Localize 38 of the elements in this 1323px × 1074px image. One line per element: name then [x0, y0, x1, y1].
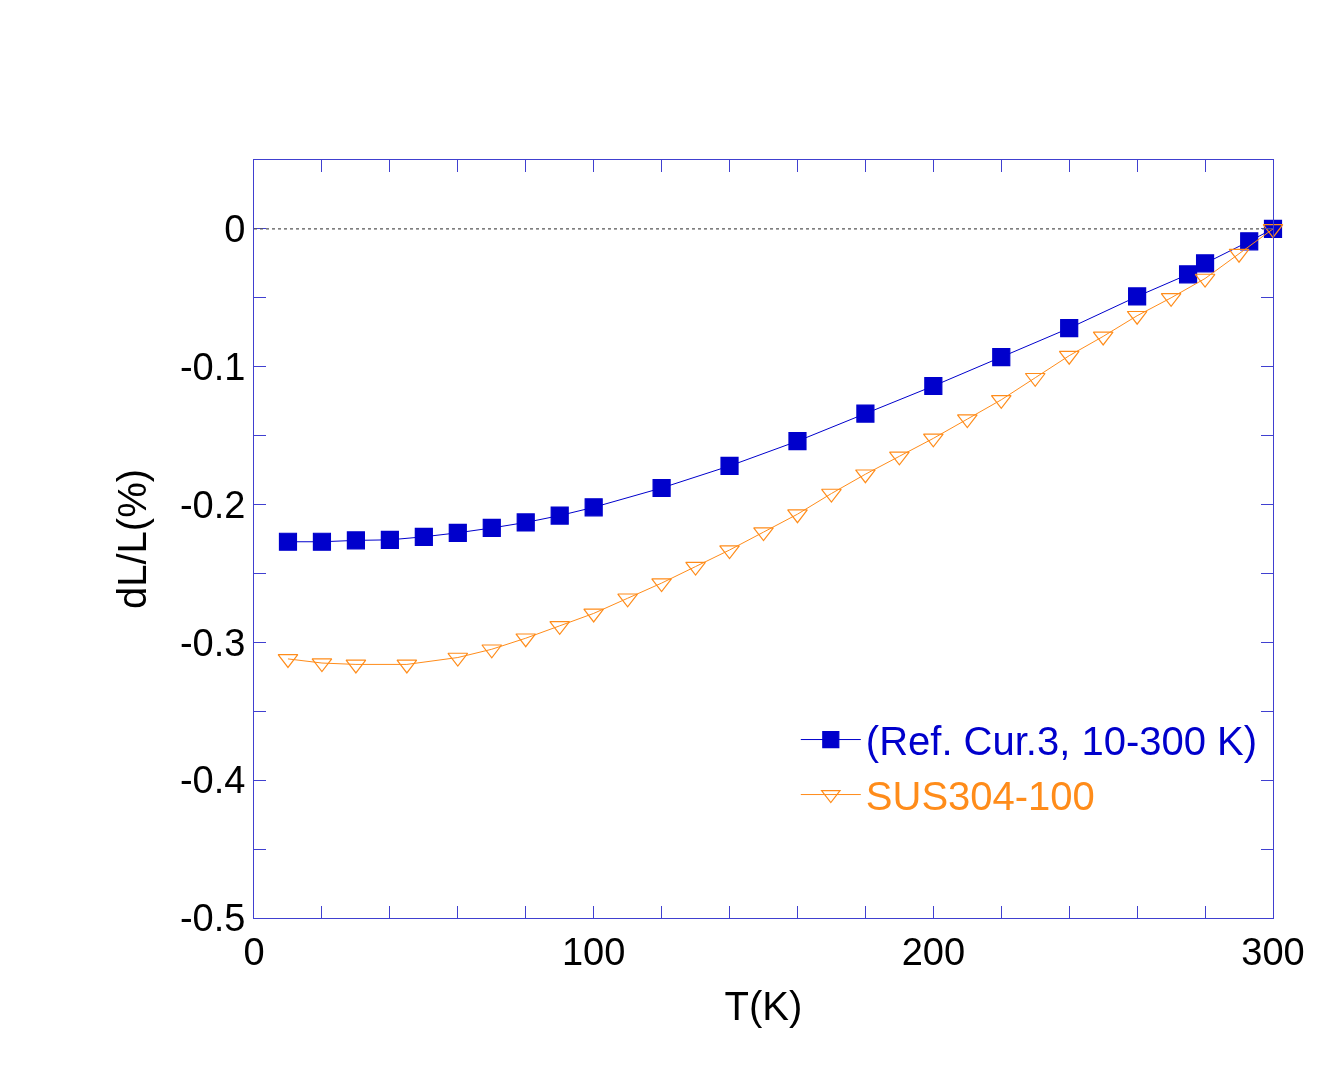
point: [1060, 319, 1079, 338]
point: [278, 532, 298, 551]
legend-label: (Ref. Cur.3, 10-300 K): [865, 719, 1258, 764]
point: [414, 527, 433, 546]
y-tick-label: -0.1: [179, 346, 246, 389]
x-tick-label: 300: [1241, 930, 1305, 973]
y-tick-label: -0.5: [179, 897, 246, 940]
point: [652, 478, 671, 498]
y-tick-label: 0: [224, 208, 246, 251]
point: [720, 456, 739, 476]
point: [821, 488, 842, 503]
point: [787, 509, 808, 524]
point: [550, 506, 569, 525]
point: [856, 404, 875, 423]
point: [312, 532, 332, 551]
point: [685, 561, 706, 576]
y-tick-label: -0.2: [179, 483, 246, 526]
point: [516, 513, 535, 532]
y-tick-label: -0.4: [179, 759, 246, 802]
x-axis-title: T(K): [724, 984, 803, 1029]
point: [924, 376, 943, 396]
point: [584, 498, 603, 517]
point: [380, 530, 399, 549]
x-tick-label: 200: [901, 930, 966, 973]
point: [1128, 287, 1147, 306]
point: [753, 527, 774, 542]
point: [448, 523, 467, 542]
point: [1195, 254, 1215, 273]
y-axis-title: dL/L(%): [110, 468, 155, 610]
y-tick-label: -0.3: [179, 621, 246, 664]
point: [992, 347, 1011, 367]
legend-label: SUS304-100: [865, 774, 1095, 819]
point: [482, 518, 501, 538]
point: [788, 432, 807, 451]
point: [1178, 265, 1198, 284]
point: [346, 531, 365, 550]
x-tick-label: 100: [561, 930, 626, 973]
point: [719, 545, 740, 560]
